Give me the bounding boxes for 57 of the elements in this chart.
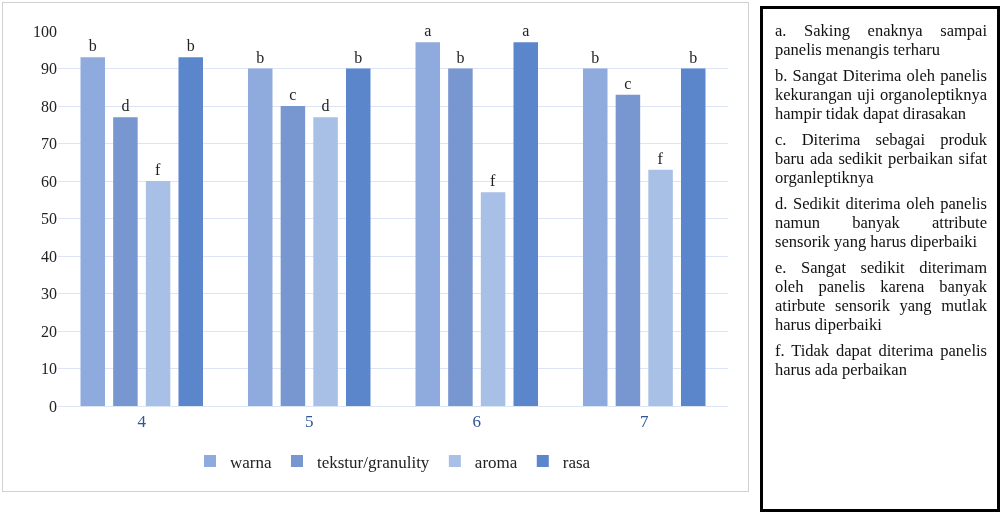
data-label: c [624,74,632,92]
bar [615,94,641,406]
bar [113,117,138,406]
data-label: b [186,37,195,55]
data-label: b [456,48,465,66]
bar [280,106,306,406]
legend-label: aroma [474,452,518,472]
bar [313,117,338,406]
y-tick-label: 80 [41,97,57,115]
x-tick-label: 6 [472,412,481,432]
text: e. Sangat sedikit diterimam oleh panelis karena banyak atirbute sensorik yang mutlak harus diperbaiki [775,258,987,334]
data-label: b [591,48,600,66]
bar [178,57,203,406]
data-label: a [424,22,432,40]
y-tick-label: 100 [33,22,57,40]
data-label: f [490,172,497,190]
legend-label: tekstur/granulity [316,452,430,472]
text: b. Sangat Diterima oleh panelis kekurangan uji organoleptiknya hampir tidak dapat dirasakan [775,66,987,123]
y-tick-label: 10 [41,360,57,378]
legend-label: warna [230,452,272,472]
data-label: d [121,97,130,115]
data-label: b [88,37,97,55]
y-tick-label: 0 [49,397,57,415]
data-label: d [321,97,330,115]
y-tick-label: 90 [41,60,57,78]
bar [681,68,706,406]
bar [448,68,473,406]
text: f. Tidak dapat diterima panelis harus ada perbaikan [775,341,987,379]
bar [80,57,105,406]
bar [248,68,273,406]
bar [480,192,506,406]
y-tick-label: 60 [41,172,57,190]
data-label: b [256,48,265,66]
y-tick-label: 20 [41,322,57,340]
bar [648,169,673,406]
text: c. Diterima sebagai produk baru ada sedikit perbaikan sifat organleptiknya [775,130,987,187]
data-label: f [155,161,162,178]
y-tick-label: 40 [41,247,57,265]
data-label: b [689,48,698,66]
y-tick-label: 50 [41,210,57,228]
bar [145,181,171,406]
bar [513,42,538,406]
text: d. Sedikit diterima oleh panelis namun banyak attribute sensorik yang harus diperbaiki [775,194,987,251]
x-tick-label: 4 [137,412,147,432]
y-tick-label: 70 [41,135,57,153]
y-tick-label: 30 [41,285,57,303]
bar [346,68,371,406]
x-tick-label: 5 [305,412,314,432]
data-label: f [657,149,664,167]
data-label: a [522,22,530,40]
bar [583,68,608,406]
bar [415,42,440,406]
legend-label: rasa [562,452,591,472]
data-label: c [289,86,297,103]
data-label: b [354,48,363,66]
text: a. Saking enaknya sampai panelis menangis terharu [775,21,987,59]
x-tick-label: 7 [640,412,649,432]
